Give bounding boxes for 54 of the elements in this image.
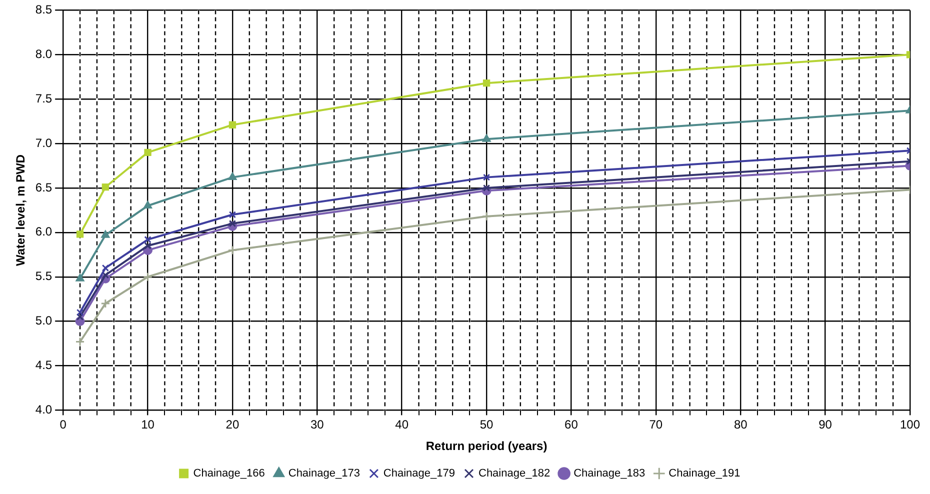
y-tick-label: 5.5 xyxy=(35,269,52,284)
point xyxy=(228,172,237,180)
point xyxy=(482,184,490,192)
legend-label: Chainage_191 xyxy=(668,468,740,480)
point xyxy=(228,245,238,255)
point xyxy=(144,148,152,156)
y-tick-label: 4.0 xyxy=(35,402,52,417)
point xyxy=(76,308,84,316)
point xyxy=(228,121,236,128)
point xyxy=(102,184,110,191)
x-tick-label: 0 xyxy=(60,418,67,432)
point xyxy=(76,274,84,282)
point xyxy=(76,230,84,238)
x-axis-title: Return period (years) xyxy=(426,439,548,454)
point xyxy=(144,201,152,209)
point xyxy=(75,337,85,347)
x-tick-label: 100 xyxy=(900,418,920,432)
y-tick-label: 8.5 xyxy=(35,2,52,17)
y-tick-label: 8.0 xyxy=(35,46,52,61)
x-tick-label: 40 xyxy=(395,418,409,432)
point xyxy=(482,212,492,222)
point xyxy=(482,174,490,181)
x-tick-label: 70 xyxy=(649,418,663,432)
y-tick-label: 4.5 xyxy=(35,358,52,372)
x-tick-label: 20 xyxy=(226,418,240,432)
legend-label: Chainage_182 xyxy=(478,468,550,480)
y-axis-title: Water level, m PWD xyxy=(14,154,28,266)
legend-label: Chainage_173 xyxy=(288,468,360,480)
x-tick-label: 10 xyxy=(141,418,155,432)
point xyxy=(482,134,491,142)
point xyxy=(101,230,110,238)
y-tick-label: 6.5 xyxy=(35,180,52,194)
x-tick-label: 60 xyxy=(564,418,578,432)
point xyxy=(228,220,236,228)
legend-label: Chainage_179 xyxy=(383,468,456,480)
point xyxy=(102,272,110,279)
y-tick-label: 6.0 xyxy=(35,224,52,239)
point xyxy=(143,272,153,282)
point xyxy=(144,236,152,244)
point xyxy=(102,264,110,272)
legend-label: Chainage_166 xyxy=(193,468,265,480)
y-tick-label: 7.0 xyxy=(35,136,52,150)
x-tick-label: 90 xyxy=(818,418,832,432)
point xyxy=(76,313,84,320)
x-tick-label: 50 xyxy=(480,418,494,432)
y-tick-label: 7.5 xyxy=(35,91,52,106)
legend-label: Chainage_183 xyxy=(574,468,646,480)
x-tick-label: 80 xyxy=(734,418,748,432)
point xyxy=(100,298,110,308)
x-tick-label: 30 xyxy=(310,418,324,432)
point xyxy=(482,80,490,87)
point xyxy=(228,211,236,218)
point xyxy=(144,242,152,250)
y-tick-label: 5.0 xyxy=(35,314,52,328)
